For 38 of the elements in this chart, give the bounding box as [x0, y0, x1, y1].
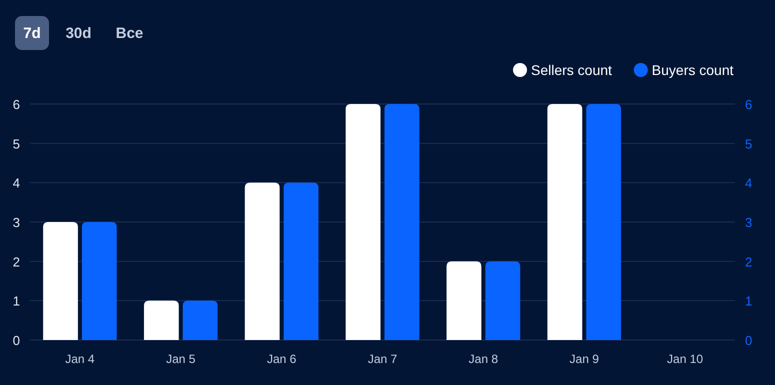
y-tick-label: 4: [12, 176, 20, 191]
x-tick-label: Jan 9: [570, 352, 600, 366]
y-tick-label: 0: [12, 333, 20, 348]
bar: [182, 300, 218, 340]
x-tick-label: Jan 6: [266, 352, 297, 366]
y-tick-label: 1: [12, 294, 20, 309]
y2-tick-label: 6: [745, 97, 752, 112]
bar: [485, 261, 520, 340]
y2-tick-label: 5: [745, 136, 752, 152]
text: 7d: [23, 25, 41, 42]
bar: [284, 182, 318, 340]
x-tick-label: Jan 8: [468, 352, 498, 366]
y2-tick-label: 4: [745, 176, 752, 191]
bar: [43, 222, 78, 340]
x-tick-label: Jan 5: [166, 352, 196, 366]
x-tick-label: Jan 7: [368, 352, 398, 366]
y2-tick-label: 2: [745, 254, 752, 270]
bar: [82, 222, 117, 340]
bar: [384, 104, 420, 340]
bar: [244, 182, 280, 340]
y2-tick-label: 3: [745, 215, 752, 230]
y2-tick-label: 1: [745, 294, 752, 309]
y-tick-label: 2: [12, 254, 20, 270]
bar: [346, 104, 380, 340]
text: Все: [116, 25, 144, 42]
legend-label: Sellers count: [531, 62, 612, 78]
legend-label: Buyers count: [652, 62, 734, 78]
text: 30d: [66, 25, 92, 42]
y-tick-label: 6: [12, 97, 20, 112]
y2-tick-label: 0: [745, 333, 752, 348]
bar: [586, 104, 622, 340]
y-tick-label: 5: [12, 136, 20, 152]
x-tick-label: Jan 10: [667, 352, 704, 366]
y-tick-label: 3: [12, 215, 20, 230]
x-tick-label: Jan 4: [65, 352, 95, 366]
bar: [547, 104, 582, 340]
bar: [446, 261, 482, 340]
bar: [144, 300, 179, 340]
